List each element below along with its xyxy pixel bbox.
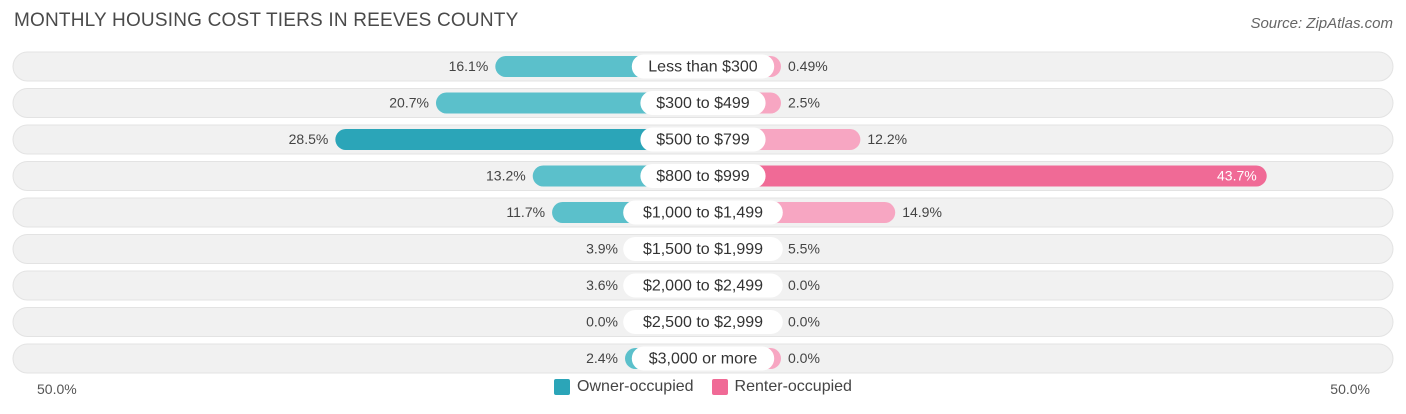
- category-pill: [623, 273, 783, 298]
- legend-label-owner: Owner-occupied: [577, 378, 694, 395]
- legend-item-owner[interactable]: Owner-occupied: [554, 378, 694, 396]
- category-pill: [640, 91, 766, 115]
- renter-value-label: 5.5%: [788, 241, 820, 257]
- category-label: $2,000 to $2,499: [643, 278, 763, 295]
- owner-value-label: 11.7%: [506, 204, 545, 220]
- category-pill: [623, 237, 783, 261]
- legend-swatch-renter: [711, 379, 728, 395]
- legend: Owner-occupied Renter-occupied: [0, 378, 1406, 396]
- legend-label-renter: Renter-occupied: [734, 378, 852, 395]
- category-pill: [623, 200, 783, 225]
- legend-swatch-owner: [554, 379, 571, 395]
- category-label: $1,500 to $1,999: [643, 241, 763, 258]
- category-pill: [640, 164, 766, 188]
- owner-value-label: 2.4%: [586, 350, 618, 366]
- category-label: $300 to $499: [656, 95, 750, 112]
- owner-value-label: 20.7%: [389, 95, 429, 111]
- renter-value-label: 0.0%: [788, 350, 820, 366]
- owner-value-label: 13.2%: [486, 168, 526, 184]
- owner-value-label: 0.0%: [586, 314, 618, 330]
- renter-value-label: 43.7%: [1217, 168, 1257, 184]
- axis-left-label: 50.0%: [37, 381, 77, 397]
- owner-value-label: 16.1%: [449, 58, 489, 74]
- category-pill: [623, 310, 783, 334]
- renter-value-label: 2.5%: [788, 95, 820, 111]
- category-label: $800 to $999: [656, 168, 750, 185]
- diverging-bar-chart: 16.1% 0.49% Less than $300 20.7% 2.5% $300 to…: [12, 51, 1394, 374]
- chart-title: MONTHLY HOUSING COST TIERS IN REEVES COU…: [14, 10, 519, 31]
- category-label: $3,000 or more: [649, 351, 758, 368]
- axis-right-label: 50.0%: [1330, 381, 1370, 397]
- category-label: $1,000 to $1,499: [643, 205, 763, 222]
- owner-value-label: 3.6%: [586, 277, 618, 293]
- category-pill: [631, 54, 775, 79]
- owner-value-label: 3.9%: [586, 241, 618, 257]
- category-label: $2,500 to $2,999: [643, 314, 763, 331]
- owner-value-label: 28.5%: [289, 131, 329, 147]
- category-pill: [631, 346, 775, 371]
- legend-item-renter[interactable]: Renter-occupied: [711, 378, 852, 396]
- renter-bar: [703, 165, 1267, 187]
- renter-value-label: 0.0%: [788, 314, 820, 330]
- renter-value-label: 12.2%: [867, 131, 907, 147]
- category-label: Less than $300: [648, 59, 758, 76]
- category-label: $500 to $799: [656, 132, 750, 149]
- renter-value-label: 0.0%: [788, 277, 820, 293]
- owner-bar: [335, 129, 703, 150]
- owner-bar: [435, 92, 703, 114]
- source-label: Source: ZipAtlas.com: [1250, 15, 1393, 32]
- renter-value-label: 0.49%: [788, 58, 828, 74]
- category-pill: [640, 127, 766, 152]
- renter-value-label: 14.9%: [902, 204, 942, 220]
